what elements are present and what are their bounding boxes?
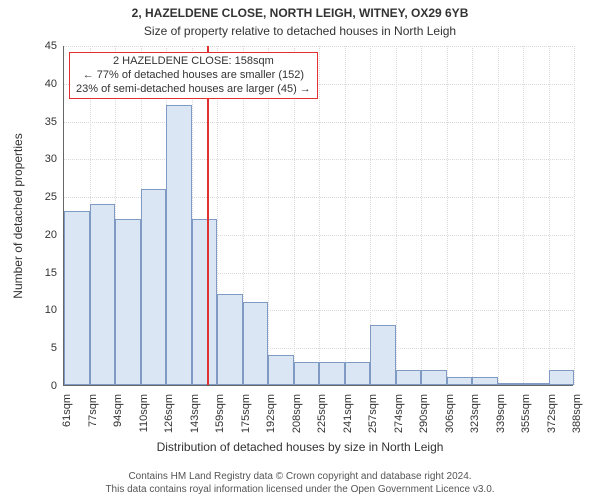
gridline-v [345,46,346,385]
x-tick-label: 126sqm [163,394,175,433]
gridline-v [549,46,550,385]
x-tick-label: 306sqm [444,394,456,433]
annotation-line-2: ← 77% of detached houses are smaller (15… [76,69,311,83]
histogram-bar [421,370,447,385]
histogram-bar [498,383,524,385]
histogram-bar [166,105,192,385]
x-tick-label: 175sqm [240,394,252,433]
histogram-bar [192,219,218,385]
x-tick-label: 225sqm [316,394,328,433]
gridline-v [396,46,397,385]
histogram-bar [268,355,294,385]
histogram-bar [319,362,345,385]
histogram-bar [396,370,422,385]
footer-attribution: Contains HM Land Registry data © Crown c… [0,471,600,496]
histogram-bar [217,294,243,385]
y-tick-label: 30 [33,153,57,165]
gridline-v [523,46,524,385]
x-tick-label: 241sqm [342,394,354,433]
x-tick-label: 77sqm [87,394,99,427]
x-tick-label: 192sqm [265,394,277,433]
y-tick-label: 20 [33,229,57,241]
y-tick-label: 35 [33,116,57,128]
histogram-bar [472,377,498,385]
x-tick-label: 274sqm [393,394,405,433]
title-line-2: Size of property relative to detached ho… [0,24,600,38]
gridline-v [447,46,448,385]
gridline-v [574,46,575,385]
y-tick-label: 25 [33,191,57,203]
histogram-bar [294,362,320,385]
gridline-v [421,46,422,385]
histogram-bar [370,325,396,385]
x-tick-label: 110sqm [138,394,150,432]
histogram-bar [141,189,167,385]
y-tick-label: 5 [33,342,57,354]
x-tick-label: 143sqm [189,394,201,433]
x-tick-label: 257sqm [367,394,379,433]
gridline-v [498,46,499,385]
y-tick-label: 45 [33,40,57,52]
annotation-line-3: 23% of semi-detached houses are larger (… [76,83,311,97]
x-tick-label: 323sqm [469,394,481,433]
gridline-v [319,46,320,385]
title-line-1: 2, HAZELDENE CLOSE, NORTH LEIGH, WITNEY,… [0,6,600,20]
x-tick-label: 372sqm [546,394,558,433]
y-tick-label: 0 [33,380,57,392]
histogram-bar [115,219,141,385]
y-axis-label: Number of detached properties [11,133,25,298]
x-tick-label: 290sqm [418,394,430,433]
property-annotation-box: 2 HAZELDENE CLOSE: 158sqm ← 77% of detac… [69,52,318,99]
x-axis-label: Distribution of detached houses by size … [0,440,600,454]
y-tick-label: 40 [33,78,57,90]
histogram-bar [243,302,269,385]
histogram-bar [345,362,371,385]
histogram-bar [523,383,549,385]
annotation-line-1: 2 HAZELDENE CLOSE: 158sqm [76,55,311,69]
histogram-bar [549,370,575,385]
x-tick-label: 208sqm [291,394,303,433]
histogram-bar [447,377,473,385]
y-tick-label: 10 [33,304,57,316]
y-tick-label: 15 [33,267,57,279]
histogram-bar [90,204,116,385]
footer-line-1: Contains HM Land Registry data © Crown c… [0,471,600,484]
footer-line-2: This data contains royal information lic… [0,484,600,497]
x-tick-label: 61sqm [61,394,73,427]
x-tick-label: 339sqm [495,394,507,433]
gridline-v [472,46,473,385]
x-tick-label: 388sqm [571,394,583,433]
histogram-bar [64,211,90,385]
x-tick-label: 94sqm [112,394,124,427]
x-tick-label: 159sqm [214,394,226,433]
x-tick-label: 355sqm [520,394,532,433]
